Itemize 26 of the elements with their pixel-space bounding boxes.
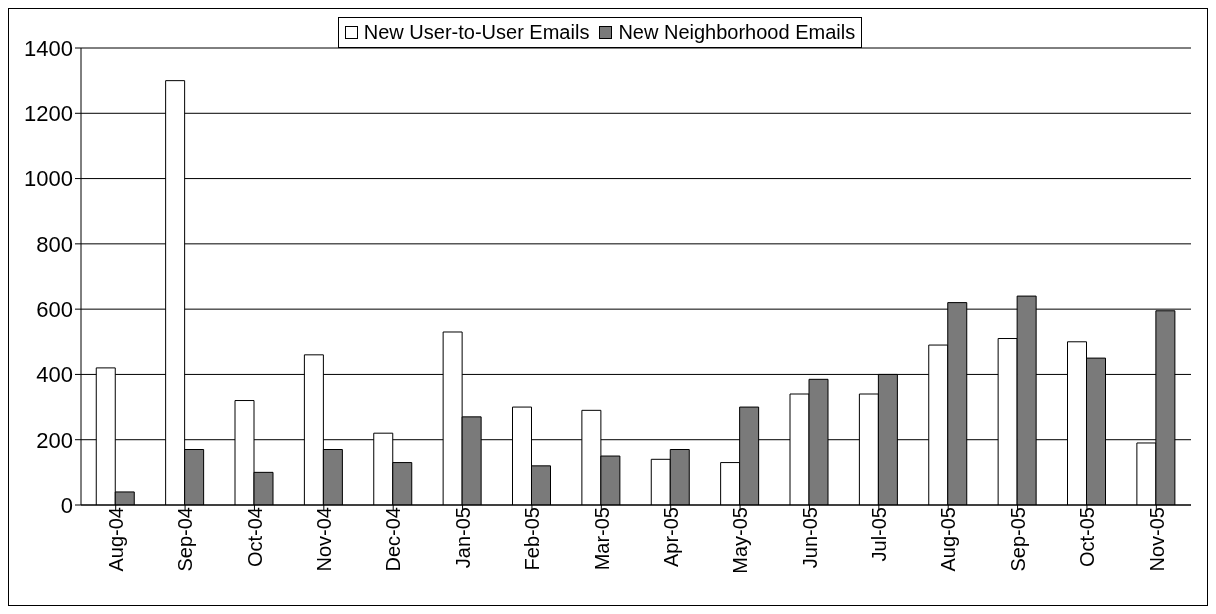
x-tick-label: Dec-04 xyxy=(382,507,405,572)
x-tick-label: Mar-05 xyxy=(590,507,613,571)
x-tick-label: Aug-04 xyxy=(104,507,127,572)
y-tick-label: 800 xyxy=(36,231,73,257)
x-tick-label: Oct-05 xyxy=(1076,507,1099,568)
x-tick-label: Apr-05 xyxy=(659,507,682,568)
x-tick-label: Oct-04 xyxy=(243,507,266,568)
x-tick-label: Jun-05 xyxy=(798,507,821,569)
y-tick-label: 1200 xyxy=(24,101,73,127)
y-tick-label: 0 xyxy=(60,492,73,518)
x-tick-label: Jul-05 xyxy=(868,507,891,562)
x-tick-label: Jan-05 xyxy=(451,507,474,569)
y-tick-label: 600 xyxy=(36,296,73,322)
y-tick-label: 200 xyxy=(36,427,73,453)
y-tick-label: 1000 xyxy=(24,166,73,192)
y-tick-label: 1400 xyxy=(24,35,73,61)
x-tick-label: May-05 xyxy=(729,507,752,574)
x-tick-label: Aug-05 xyxy=(937,507,960,572)
legend-label: New Neighborhood Emails xyxy=(618,21,856,44)
x-tick-label: Sep-04 xyxy=(174,507,197,572)
x-tick-label: Feb-05 xyxy=(521,507,544,571)
x-tick-label: Nov-05 xyxy=(1145,507,1168,572)
x-tick-label: Sep-05 xyxy=(1006,507,1029,572)
x-tick-label: Nov-04 xyxy=(313,507,336,572)
y-tick-label: 400 xyxy=(36,362,73,388)
legend-label: New User-to-User Emails xyxy=(363,21,590,44)
